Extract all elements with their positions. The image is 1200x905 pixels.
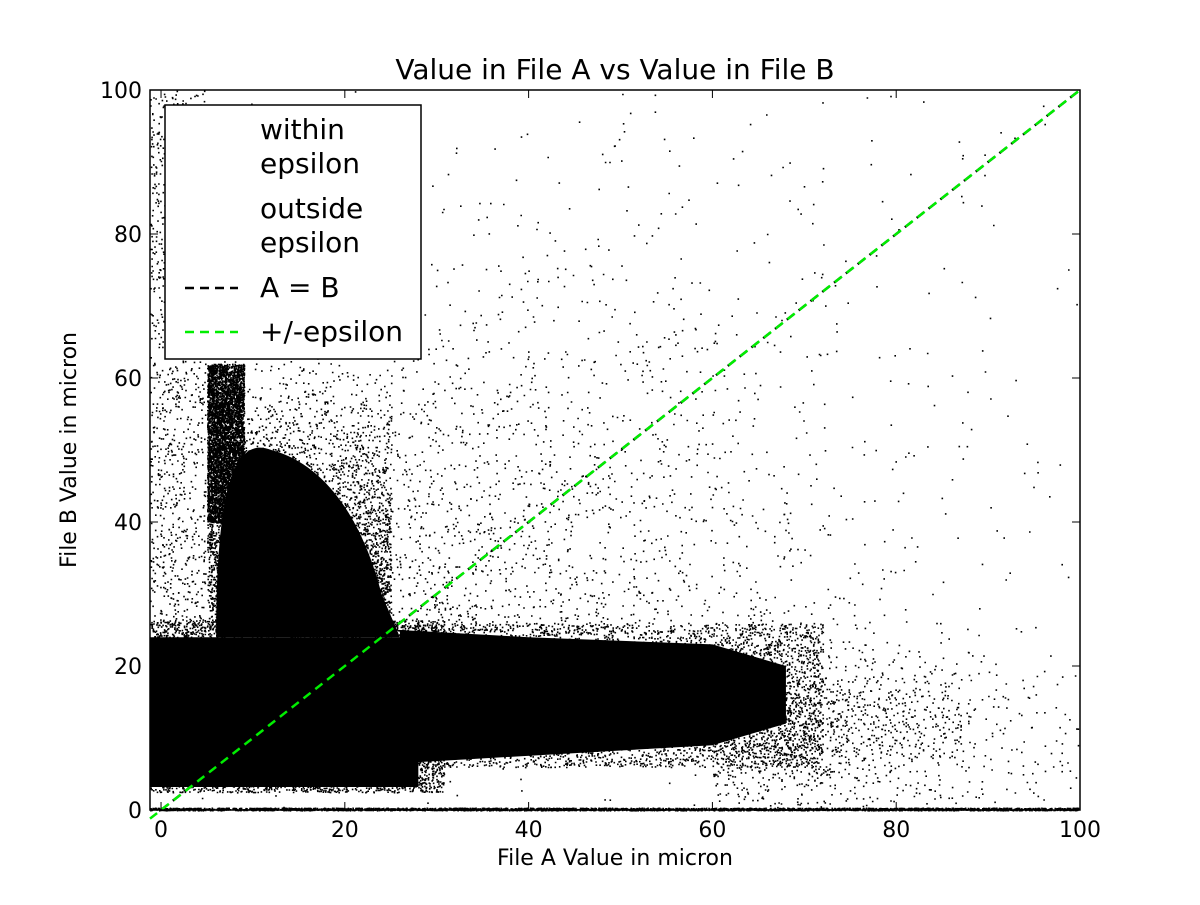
- x-tick-label: 100: [1059, 818, 1101, 843]
- x-tick-label: 0: [154, 818, 168, 843]
- legend-label: +/-epsilon: [260, 315, 403, 348]
- legend-box: [164, 104, 422, 360]
- x-tick-label: 20: [331, 818, 359, 843]
- y-tick-label: 60: [114, 367, 142, 392]
- x-axis-label: File A Value in micron: [497, 846, 733, 871]
- x-tick-label: 60: [698, 818, 726, 843]
- legend-label: epsilon: [260, 226, 360, 259]
- legend-label: epsilon: [260, 147, 360, 180]
- y-tick-label: 80: [114, 223, 142, 248]
- y-tick-label: 0: [128, 799, 142, 824]
- legend-label: within: [260, 113, 345, 146]
- y-tick-label: 40: [114, 511, 142, 536]
- legend-label: outside: [260, 192, 363, 225]
- chart-title: Value in File A vs Value in File B: [395, 53, 834, 86]
- lines-layer: [149, 89, 1081, 820]
- ticks-layer: 0 20 40 60 80 100 0 20 40 60 80 100: [100, 79, 1101, 843]
- plot-frame: [149, 89, 1081, 811]
- epsilon-line: [149, 89, 1081, 820]
- x-tick-label: 80: [882, 818, 910, 843]
- legend-label: A = B: [260, 271, 340, 304]
- y-tick-label: 100: [100, 79, 142, 104]
- outside-epsilon-points: [150, 90, 1080, 812]
- y-tick-label: 20: [114, 655, 142, 680]
- cluster-core-right: [399, 630, 786, 764]
- x-tick-label: 40: [515, 818, 543, 843]
- y-axis-label: File B Value in micron: [57, 332, 82, 568]
